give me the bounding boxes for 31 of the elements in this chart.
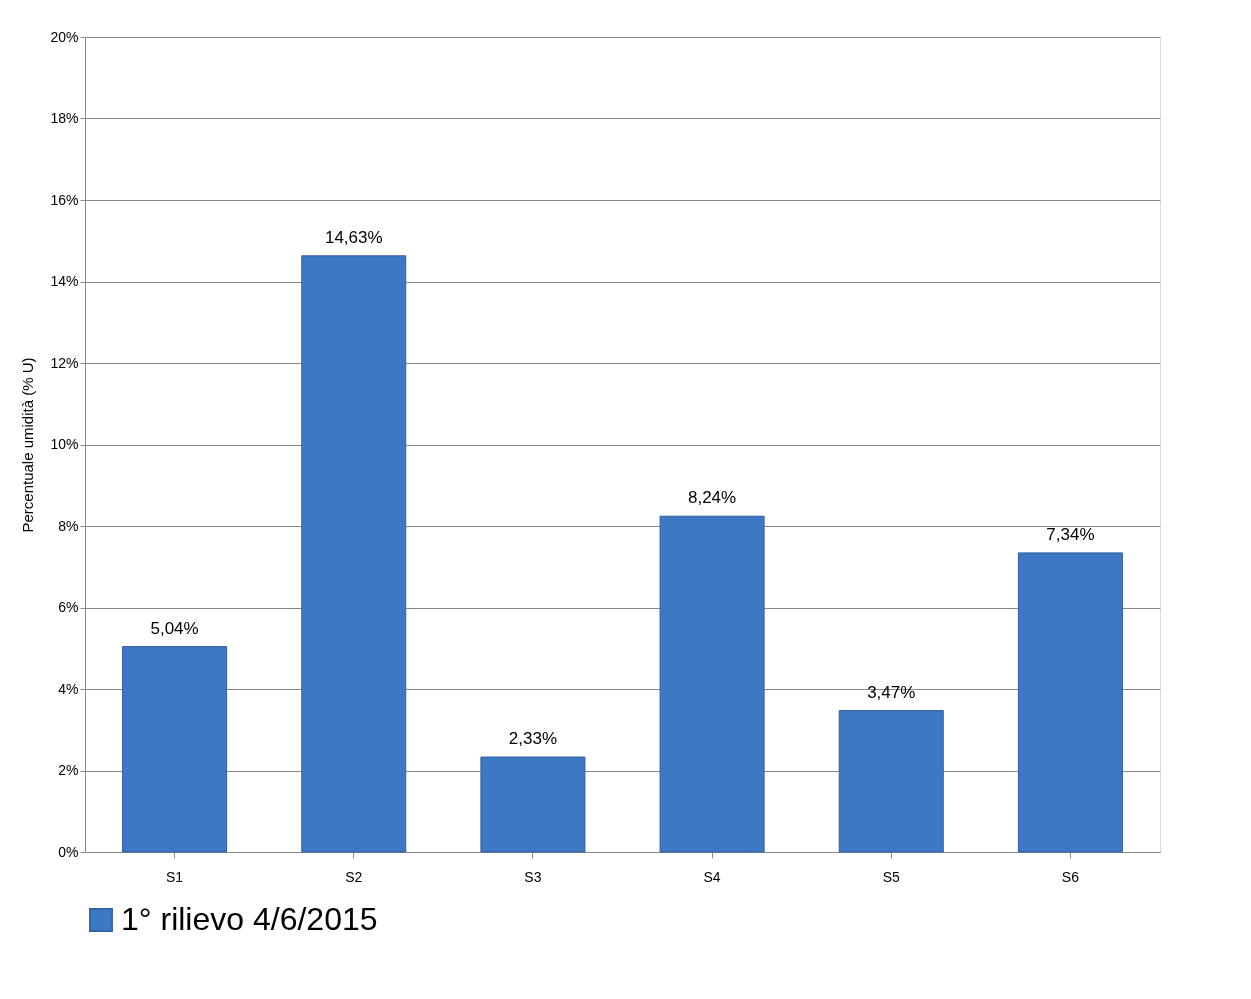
y-tick-label: 14% [50,273,79,289]
data-label: 3,47% [867,682,916,702]
y-tick-label: 0% [58,843,79,860]
bar [838,710,944,853]
y-tick-label: 12% [50,354,79,371]
bar [659,515,765,853]
y-tick-label: 4% [58,680,79,697]
bar [480,756,586,853]
data-label: 7,34% [1046,524,1095,544]
y-tick-label: 20% [50,28,79,45]
x-tick-label: S6 [1061,868,1080,885]
data-label: 8,24% [687,488,737,508]
x-tick-label: S3 [524,868,542,885]
y-tick-label: 6% [58,599,79,615]
data-label: 2,33% [508,729,558,749]
data-label: 5,04% [150,618,199,638]
x-tick-label: S5 [882,868,901,885]
y-tick-label: 18% [50,110,79,126]
y-tick-label: 16% [50,191,79,208]
legend-label: 1° rilievo 4/6/2015 [121,901,378,937]
bar [122,646,228,853]
y-axis-title: Percentuale umidità (% U) [19,357,37,533]
y-tick-label: 8% [58,517,79,534]
data-label: 14,63% [324,227,383,247]
bar [1017,552,1123,853]
x-tick-label: S2 [345,868,363,885]
x-tick-label: S1 [166,868,184,885]
bar [301,255,407,853]
y-tick-label: 10% [50,436,79,452]
x-tick-label: S4 [703,868,721,885]
y-tick-label: 2% [58,762,79,778]
